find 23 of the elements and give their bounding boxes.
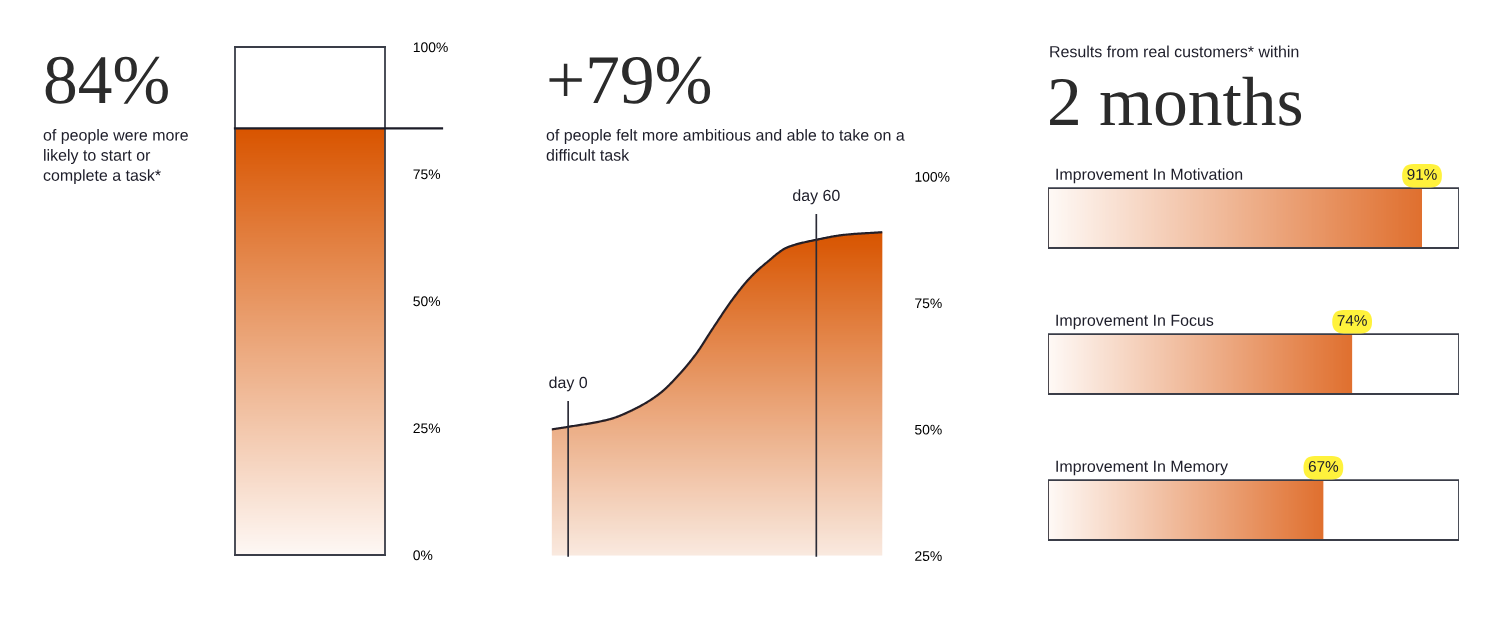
data-label: 74% [1337,315,1367,326]
text: of people were more likely to start or complete a task* [43,129,188,185]
category-label: Improvement In Focus [1056,314,1214,330]
chart-title: +79% [549,56,711,104]
ref-line-label: day 60 [793,189,840,205]
chart-title: Results from real customers* within [1050,45,1299,58]
y-tick-label: 50% [915,424,942,435]
category-label: Improvement In Motivation [1056,168,1243,184]
y-tick-label: 75% [413,169,441,180]
category-label: Improvement In Memory [1056,460,1228,476]
data-label: 91% [1407,168,1437,180]
y-tick-label: 50% [413,296,441,307]
y-tick-label: 0% [413,550,433,561]
y-tick-label: 100% [413,42,448,53]
chart-subtitle: of people felt more ambitious and able to take on a difficult task [546,129,905,161]
chart-title: 84% [45,56,168,104]
ref-line-label: day 0 [549,376,588,392]
y-tick-label: 25% [915,551,942,561]
y-tick-label: 100% [915,171,950,182]
y-tick-label: 75% [915,298,942,309]
data-label: 67% [1308,461,1339,472]
y-tick-label: 25% [413,423,441,434]
chart-subtitle: 2 months [1050,76,1302,126]
